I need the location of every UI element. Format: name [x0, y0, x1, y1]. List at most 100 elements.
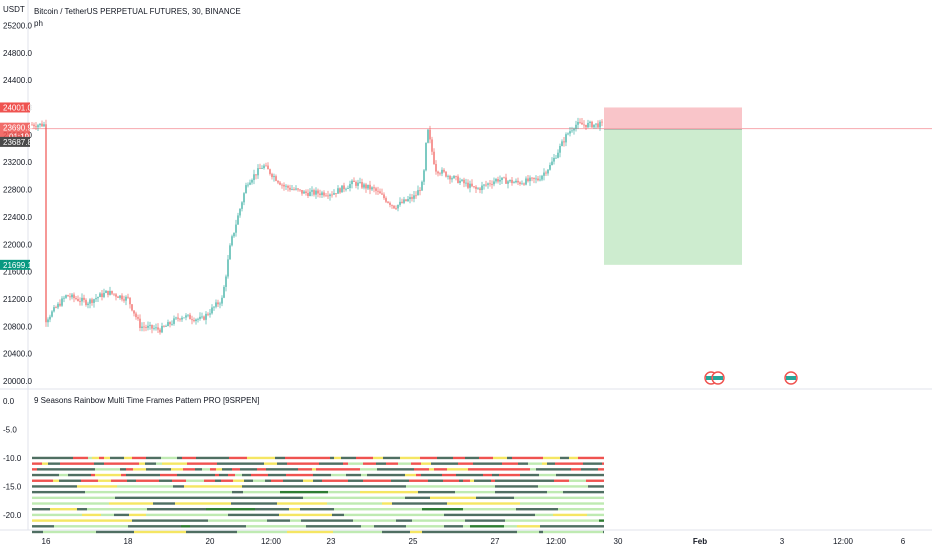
- candle-body: [71, 294, 73, 298]
- candle-body: [421, 181, 423, 191]
- heatmap-cell: [474, 468, 488, 471]
- candle-body: [249, 182, 251, 185]
- time-tick-label: 16: [42, 537, 51, 546]
- candle-body: [563, 141, 565, 143]
- heatmap-cell: [538, 485, 588, 488]
- indicator-title[interactable]: 9 Seasons Rainbow Multi Time Frames Patt…: [34, 396, 260, 405]
- heatmap-cell: [507, 456, 512, 460]
- heatmap-cell: [235, 473, 242, 477]
- candle-body: [261, 168, 263, 169]
- heatmap-cell: [502, 462, 518, 465]
- candle-body: [163, 325, 165, 327]
- heatmap-cell: [420, 456, 426, 460]
- candle-body: [135, 313, 137, 318]
- heatmap-cell: [536, 468, 549, 471]
- candle-body: [35, 126, 37, 128]
- candle-body: [65, 295, 67, 298]
- heatmap-cell: [214, 519, 267, 522]
- candle-body: [523, 183, 525, 185]
- candle-body: [157, 327, 159, 330]
- heatmap-cell: [487, 462, 502, 465]
- heatmap-cell: [598, 473, 604, 477]
- heatmap-cell: [290, 519, 301, 522]
- heatmap-cell: [353, 519, 396, 522]
- heatmap-cell: [156, 462, 162, 465]
- candle-body: [277, 180, 279, 183]
- entry-price-tag: 23687.8: [0, 136, 32, 147]
- candle-body: [393, 205, 395, 209]
- heatmap-cell: [216, 468, 222, 471]
- candle-body: [143, 326, 145, 328]
- candle-body: [411, 197, 413, 199]
- earnings-badge-icon[interactable]: [711, 371, 725, 385]
- heatmap-cell: [554, 479, 569, 482]
- heatmap-cell: [267, 519, 290, 522]
- candle-body: [427, 129, 429, 143]
- heatmap-cell: [95, 473, 105, 477]
- candle-body: [189, 314, 191, 320]
- svg-text:23690.9: 23690.9: [3, 124, 32, 133]
- time-axis[interactable]: 16 18 20 12:00 23 25 27 12:00 30 Feb 3 12:00 6: [42, 537, 906, 546]
- symbol-title[interactable]: Bitcoin / TetherUS PERPETUAL FUTURES, 30…: [34, 7, 241, 16]
- heatmap-cell: [146, 513, 188, 517]
- heatmap-cell: [499, 473, 511, 477]
- heatmap-cell: [188, 513, 219, 517]
- heatmap-cell: [131, 462, 139, 465]
- heatmap-cell: [400, 456, 404, 460]
- heatmap-cell: [146, 468, 151, 471]
- heatmap-cell: [429, 468, 434, 471]
- candle-body: [295, 188, 297, 190]
- heatmap-cell: [474, 479, 491, 482]
- candle-body: [49, 316, 51, 320]
- heatmap-cell: [268, 473, 273, 477]
- candle-body: [177, 317, 179, 319]
- candle-body: [593, 124, 595, 128]
- heatmap-cell: [547, 462, 555, 465]
- candle-body: [75, 298, 77, 300]
- heatmap-cell: [513, 530, 517, 534]
- heatmap-cell: [588, 485, 603, 488]
- candle-body: [195, 319, 197, 322]
- heatmap-cell: [162, 462, 174, 465]
- heatmap-cell: [360, 468, 377, 471]
- heatmap-cell: [495, 490, 528, 494]
- heatmap-cell: [275, 456, 279, 460]
- candle-body: [289, 187, 291, 190]
- heatmap-cell: [101, 525, 128, 528]
- candle-body: [223, 286, 225, 298]
- stop-loss-zone[interactable]: [604, 107, 742, 129]
- candle-body: [31, 124, 33, 126]
- heatmap-cell: [418, 502, 447, 505]
- candle-body: [597, 123, 599, 128]
- candle-body: [259, 168, 261, 169]
- candle-body: [123, 299, 125, 301]
- candle-body: [387, 201, 389, 203]
- take-profit-zone[interactable]: [604, 128, 742, 265]
- dividend-badge-icon[interactable]: [784, 371, 798, 385]
- candle-body: [347, 187, 349, 189]
- heatmap-cell: [91, 490, 140, 494]
- heatmap-cell: [32, 502, 89, 505]
- candle-body: [561, 141, 563, 146]
- indicator-axis[interactable]: 0.0 -5.0 -10.0 -15.0 -20.0: [3, 397, 22, 520]
- candle-body: [99, 293, 101, 298]
- heatmap-cell: [602, 462, 604, 465]
- candle-body: [165, 326, 167, 327]
- heatmap-cell: [126, 462, 131, 465]
- heatmap-cell: [344, 513, 403, 517]
- heatmap-cell: [115, 496, 147, 500]
- candle-body: [141, 326, 143, 328]
- candle-body: [529, 177, 531, 182]
- study-label[interactable]: ph: [34, 19, 43, 28]
- heatmap-cell: [177, 473, 186, 477]
- candle-body: [167, 322, 169, 327]
- heatmap-cell: [543, 530, 603, 534]
- heatmap-cell: [101, 513, 114, 517]
- candle-body: [459, 180, 461, 183]
- candle-body: [41, 123, 43, 127]
- price-tick-label: 23200.0: [3, 158, 32, 167]
- candle-body: [227, 259, 229, 277]
- candle-body: [263, 165, 265, 169]
- heatmap-cell: [98, 479, 111, 482]
